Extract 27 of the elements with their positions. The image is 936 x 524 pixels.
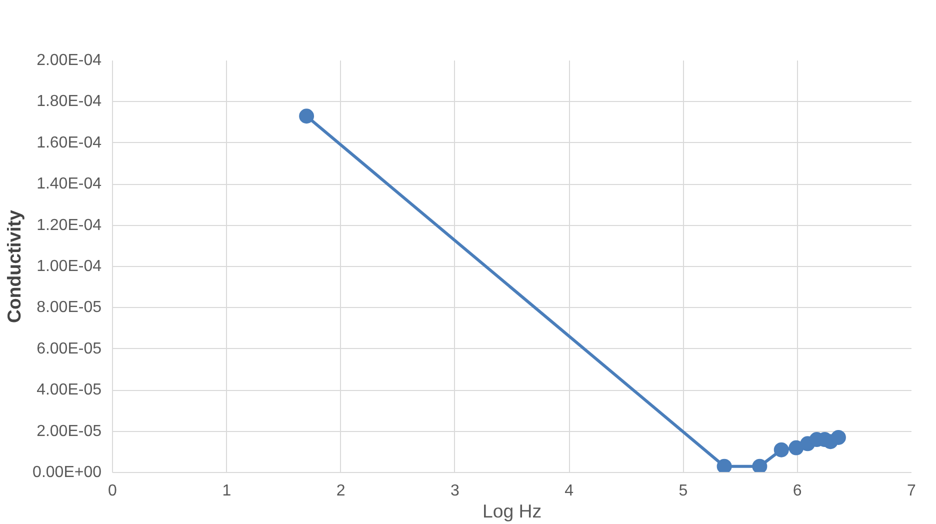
point [788,440,804,456]
point [299,108,314,124]
y-tick-label: 8.00E-05 [36,299,102,316]
y-tick-label: 2.00E-04 [36,52,102,69]
x-tick-label: 0 [108,482,118,500]
y-tick-label: 1.20E-04 [36,216,102,234]
point [830,430,846,445]
y-tick-label: 1.60E-04 [36,134,102,152]
y-tick-label: 4.00E-05 [36,382,102,399]
y-tick-label: 0.00E+00 [32,464,102,481]
point [752,458,768,472]
point [774,442,789,458]
x-tick-label: 7 [907,482,916,500]
x-tick-label: 2 [336,482,346,500]
y-tick-label: 1.00E-04 [36,258,102,275]
y-tick-label: 1.40E-04 [36,176,102,193]
x-axis-title: Log Hz [482,500,542,522]
x-tick-label: 3 [450,482,460,500]
y-tick-label: 1.80E-04 [36,93,102,110]
x-tick-label: 4 [564,482,574,500]
y-tick-label: 6.00E-05 [36,340,102,358]
y-axis-title: Conductivity [4,209,25,323]
point [716,458,732,472]
y-tick-label: 2.00E-05 [36,422,102,440]
x-tick-label: 6 [792,482,802,500]
x-tick-label: 5 [678,482,688,500]
x-tick-label: 1 [222,482,232,500]
